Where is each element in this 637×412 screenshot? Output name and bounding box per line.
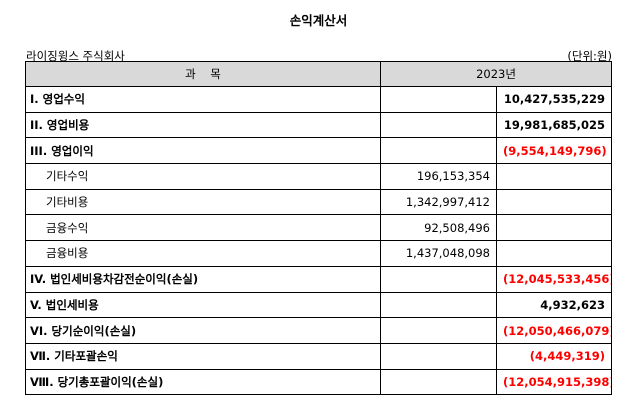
row-total-amount: [495, 188, 613, 216]
row-label: IV. 법인세비용차감전순이익(손실): [25, 265, 381, 293]
table-row: III. 영업이익 (9,554,149,796): [25, 137, 613, 165]
row-total-amount: (4,449,319): [495, 342, 613, 370]
table-row: 금융수익 92,508,496: [25, 214, 613, 242]
row-sub-amount: [380, 111, 497, 139]
row-label: Ⅶ. 기타포괄손익: [25, 342, 381, 370]
row-total-amount: [495, 240, 613, 267]
row-label: 금융비용: [25, 240, 381, 267]
row-label: I. 영업수익: [25, 86, 381, 113]
row-label: VI. 당기순이익(손실): [25, 317, 381, 344]
row-sub-amount: 1,342,997,412: [380, 188, 497, 216]
year-column-header: 2023년: [379, 61, 613, 87]
table-row: 기타비용 1,342,997,412: [25, 188, 613, 216]
row-label: III. 영업이익: [25, 137, 381, 165]
row-label: Ⅷ. 당기총포괄이익(손실): [25, 368, 381, 396]
row-total-amount: 19,981,685,025: [495, 111, 613, 139]
statement-title: 손익계산서: [289, 13, 348, 28]
row-total-amount: [495, 163, 613, 190]
row-total-amount: (12,054,915,398): [495, 368, 613, 396]
row-sub-amount: [380, 265, 497, 293]
row-total-amount: 4,932,623: [495, 291, 613, 319]
row-sub-amount: [380, 291, 497, 319]
row-label: 금융수익: [25, 214, 381, 242]
table-header-row: 과 목 2023년: [25, 61, 613, 87]
table-row: II. 영업비용 19,981,685,025: [25, 111, 613, 139]
item-column-header: 과 목: [25, 61, 381, 87]
row-total-amount: [495, 214, 613, 242]
table-row: IV. 법인세비용차감전순이익(손실) (12,045,533,456): [25, 265, 613, 293]
row-sub-amount: [380, 368, 497, 396]
row-label: 기타비용: [25, 188, 381, 216]
row-sub-amount: [380, 342, 497, 370]
row-sub-amount: [380, 86, 497, 113]
row-label: II. 영업비용: [25, 111, 381, 139]
row-total-amount: (9,554,149,796): [495, 137, 613, 165]
row-total-amount: (12,045,533,456): [495, 265, 613, 293]
table-row: 기타수익 196,153,354: [25, 163, 613, 190]
row-label: V. 법인세비용: [25, 291, 381, 319]
row-sub-amount: 92,508,496: [380, 214, 497, 242]
table-row: I. 영업수익 10,427,535,229: [25, 86, 613, 113]
table-row: Ⅷ. 당기총포괄이익(손실) (12,054,915,398): [25, 368, 613, 396]
table-row: 금융비용 1,437,048,098: [25, 240, 613, 267]
company-name: 라이징윙스 주식회사: [26, 49, 125, 63]
row-total-amount: 10,427,535,229: [495, 86, 613, 113]
income-statement-table: 과 목 2023년 I. 영업수익 10,427,535,229 II. 영업비…: [25, 61, 613, 396]
row-sub-amount: 1,437,048,098: [380, 240, 497, 267]
row-sub-amount: 196,153,354: [380, 163, 497, 190]
row-sub-amount: [380, 137, 497, 165]
row-total-amount: (12,050,466,079): [495, 317, 613, 344]
table-row: VI. 당기순이익(손실) (12,050,466,079): [25, 317, 613, 344]
row-label: 기타수익: [25, 163, 381, 190]
table-row: Ⅶ. 기타포괄손익 (4,449,319): [25, 342, 613, 370]
row-sub-amount: [380, 317, 497, 344]
currency-unit: (단위:원): [567, 49, 612, 63]
table-row: V. 법인세비용 4,932,623: [25, 291, 613, 319]
